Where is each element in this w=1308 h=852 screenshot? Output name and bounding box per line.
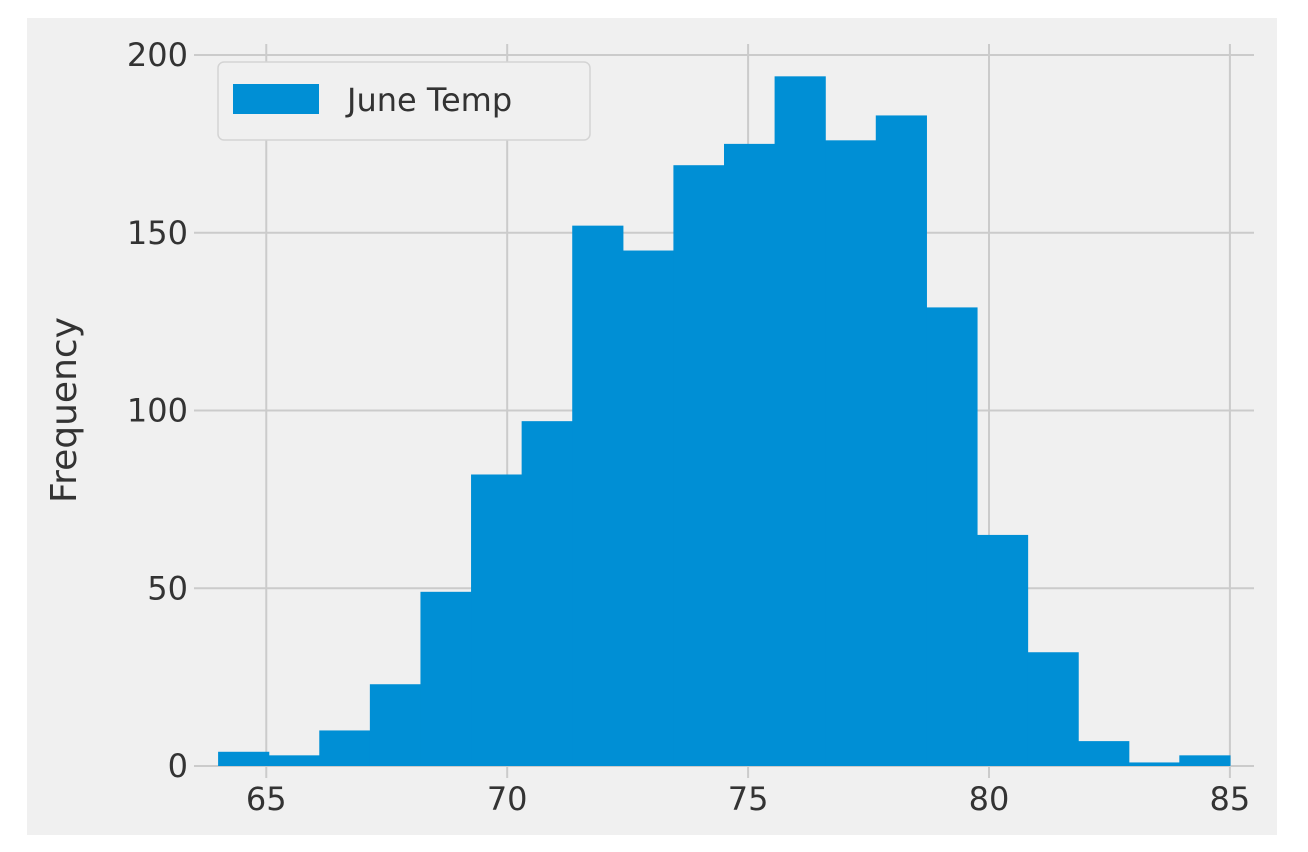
legend-box <box>217 61 591 141</box>
histogram-bar <box>673 165 725 766</box>
histogram-bar <box>1027 652 1079 766</box>
x-tick-label: 70 <box>487 780 528 818</box>
histogram-bar <box>218 751 270 766</box>
legend-label: June Temp <box>345 81 512 119</box>
histogram-bar <box>319 730 371 766</box>
histogram-bar <box>926 307 978 766</box>
tick-labels: 0 50 100 150 200 65 70 75 80 85 <box>127 36 1250 818</box>
histogram-bars <box>218 76 1231 766</box>
y-axis-label: Frequency <box>44 317 85 503</box>
histogram-bar <box>1128 762 1180 766</box>
histogram-bar <box>622 250 675 766</box>
histogram-bar <box>572 225 624 766</box>
histogram-bar <box>521 421 573 766</box>
histogram-bar <box>724 143 776 766</box>
legend: June Temp <box>217 61 591 141</box>
histogram-bar <box>1179 755 1231 766</box>
histogram-bar <box>976 534 1029 766</box>
legend-swatch <box>233 84 319 114</box>
y-tick-label: 150 <box>127 214 188 252</box>
x-tick-label: 80 <box>969 780 1010 818</box>
histogram-bar <box>420 591 472 766</box>
histogram-bar <box>1078 741 1130 766</box>
histogram-bar <box>774 76 826 766</box>
x-tick-label: 65 <box>246 780 287 818</box>
x-tick-label: 85 <box>1210 780 1251 818</box>
histogram-bar <box>825 140 877 766</box>
y-tick-label: 50 <box>147 569 188 607</box>
histogram-bar <box>471 474 523 766</box>
y-tick-label: 200 <box>127 36 188 74</box>
histogram-bar <box>369 684 422 766</box>
y-tick-label: 100 <box>127 392 188 430</box>
histogram-bar <box>268 755 320 766</box>
histogram-bar <box>875 115 927 766</box>
x-tick-label: 75 <box>728 780 769 818</box>
y-tick-label: 0 <box>168 747 188 785</box>
